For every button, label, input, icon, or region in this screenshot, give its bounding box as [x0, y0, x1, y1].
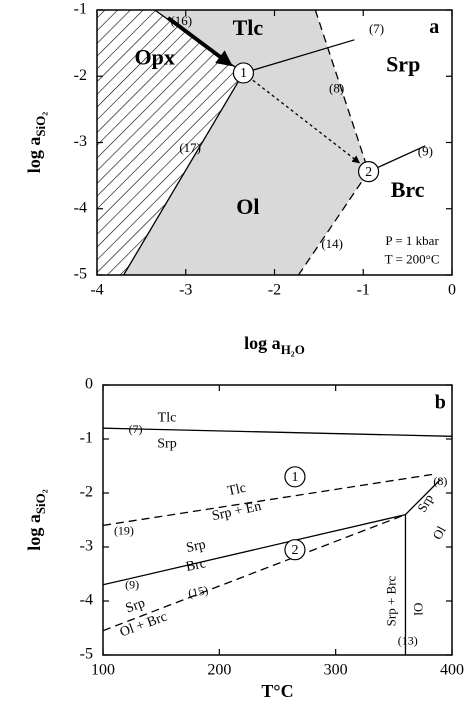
x-tick-label: -3	[179, 282, 192, 299]
annotation: (8)	[433, 474, 447, 488]
annotation: Opx	[135, 45, 175, 70]
annotation: T = 200°C	[385, 251, 440, 266]
x-tick-label: 200	[207, 662, 231, 679]
annotation: (15)	[187, 583, 209, 601]
y-tick-label: -4	[74, 199, 87, 216]
y-tick-label: -3	[80, 538, 93, 555]
x-axis-title-main: log a	[244, 333, 281, 353]
annotation: Srp + En	[211, 499, 263, 524]
annotation: (9)	[418, 143, 433, 158]
annotation: Ol	[429, 523, 449, 542]
y-axis-title: log aSiO₂	[24, 489, 48, 550]
x-tick-label: 400	[440, 662, 464, 679]
y-tick-label: -2	[74, 67, 87, 84]
point-label: 2	[291, 543, 298, 558]
x-tick-label: 300	[324, 662, 348, 679]
annotation: (16)	[170, 13, 192, 28]
annotation: (8)	[329, 80, 344, 95]
annotation: Srp	[185, 537, 207, 556]
y-tick-label: -3	[74, 133, 87, 150]
y-tick-label: -5	[74, 266, 87, 283]
annotation: Tlc	[233, 15, 264, 40]
x-axis-title: log aH₂O	[244, 333, 305, 357]
y-tick-label: -5	[80, 646, 93, 663]
y-tick-label: -2	[80, 484, 93, 501]
annotation: Srp + Brc	[384, 575, 399, 626]
annotation: Ol + Brc	[118, 610, 169, 641]
y-tick-label: 0	[85, 376, 93, 393]
phase-field	[123, 10, 369, 275]
point-label: 2	[365, 165, 372, 180]
invariant-point	[284, 466, 306, 488]
x-tick-label: 100	[91, 662, 115, 679]
plot-frame	[102, 384, 453, 656]
x-tick-label: -2	[268, 282, 281, 299]
annotation: Tlc	[158, 411, 177, 426]
phase-boundary	[102, 473, 435, 527]
phase-boundary	[297, 171, 370, 276]
phase-field	[97, 10, 244, 275]
annotation: a	[429, 16, 439, 38]
phase-boundary	[405, 479, 441, 516]
annotation: Srp	[414, 491, 436, 514]
x-tick-label: -4	[90, 282, 103, 299]
phase-boundary	[102, 427, 453, 437]
phase-boundary	[166, 16, 233, 67]
phase-boundary	[243, 72, 361, 164]
y-axis-title-sub: SiO₂	[33, 489, 48, 514]
annotation: Brc	[391, 177, 425, 202]
phase-boundary	[102, 513, 406, 632]
phase-boundary	[102, 513, 406, 586]
point-label: 1	[291, 470, 298, 485]
annotation: (14)	[321, 236, 343, 251]
y-tick-label: -1	[74, 1, 87, 18]
x-tick-label: -1	[357, 282, 370, 299]
annotation: (7)	[369, 21, 384, 36]
x-tick-label: 0	[448, 282, 456, 299]
annotation: Ol	[236, 194, 259, 219]
x-axis-title-sub: H₂O	[281, 342, 305, 357]
point-label: 1	[240, 66, 247, 81]
y-axis-title-main: log a	[24, 137, 44, 174]
phase-boundary	[243, 39, 355, 74]
y-axis-title-main: log a	[24, 514, 44, 551]
annotation: Srp	[157, 437, 176, 452]
annotation: (13)	[398, 633, 418, 647]
y-axis-title-sub: SiO₂	[33, 112, 48, 137]
invariant-point	[357, 161, 380, 183]
annotation: Ol	[411, 603, 426, 616]
annotation: (7)	[129, 422, 143, 436]
x-axis-title-main: T°C	[261, 681, 293, 701]
annotation: (19)	[114, 524, 134, 538]
y-axis-title: log aSiO₂	[24, 112, 48, 173]
invariant-point	[232, 62, 255, 84]
phase-boundary	[123, 72, 244, 276]
annotation: (17)	[179, 140, 201, 155]
annotation: (9)	[125, 578, 139, 592]
annotation: P = 1 kbar	[385, 233, 439, 248]
x-axis-title: T°C	[261, 681, 293, 701]
invariant-point	[284, 539, 306, 561]
annotation: Srp	[386, 51, 420, 76]
annotation: Tlc	[226, 481, 247, 500]
annotation: Srp	[124, 596, 147, 617]
y-tick-label: -4	[80, 592, 93, 609]
phase-boundary	[314, 9, 370, 172]
annotation: Brc	[185, 556, 208, 575]
y-tick-label: -1	[80, 430, 93, 447]
annotation: b	[435, 391, 446, 413]
